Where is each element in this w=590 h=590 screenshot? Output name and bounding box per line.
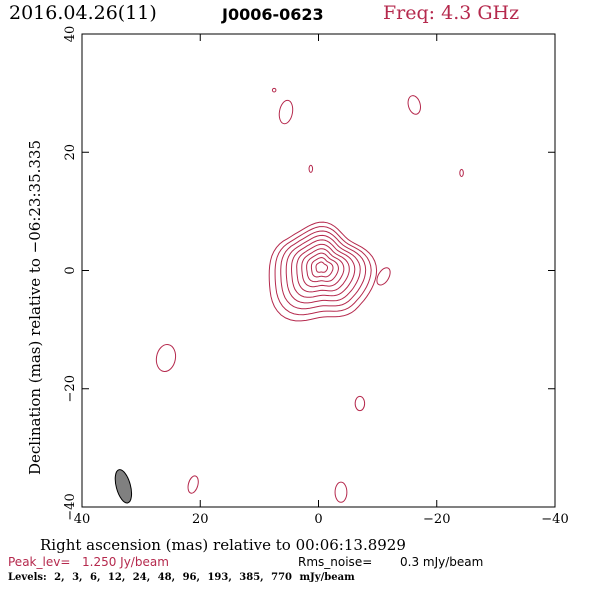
contour-group <box>268 221 378 322</box>
y-axis: −40 −20 0 20 40 <box>63 26 555 521</box>
peak-level-value: 1.250 Jy/beam <box>82 555 169 569</box>
frequency-label: Freq: 4.3 GHz <box>383 2 520 24</box>
noise-island <box>407 95 421 115</box>
x-tick-label: −40 <box>541 512 568 527</box>
x-axis: 40 20 0 −20 −40 <box>74 34 569 527</box>
contour-level-7 <box>285 234 361 304</box>
x-tick-label: 20 <box>192 512 209 527</box>
noise-island <box>271 87 277 93</box>
noise-island <box>155 344 177 372</box>
x-tick-label: 0 <box>314 512 322 527</box>
rms-noise-label: Rms_noise= <box>298 555 373 569</box>
noise-island <box>278 99 294 125</box>
contour-level-8 <box>280 230 367 310</box>
plot-frame <box>81 33 556 508</box>
x-axis-label: Right ascension (mas) relative to 00:06:… <box>40 536 406 554</box>
x-tick-label: −20 <box>423 512 450 527</box>
y-tick-label: 0 <box>63 266 78 274</box>
contour-level-3 <box>306 252 339 283</box>
noise-island <box>308 164 314 173</box>
contour-level-4 <box>301 248 345 288</box>
contour-level-2 <box>310 257 334 278</box>
y-tick-label: −20 <box>63 375 78 402</box>
beam-group <box>114 469 133 504</box>
y-axis-label: Declination (mas) relative to −06:23:35.… <box>26 140 44 475</box>
peak-level-label: Peak_lev= <box>8 555 71 569</box>
contour-level-10 <box>268 221 378 322</box>
contour-levels-text: Levels: 2, 3, 6, 12, 24, 48, 96, 193, 38… <box>8 572 355 583</box>
noise-island <box>459 168 464 177</box>
noise-island <box>187 475 199 494</box>
contour-level-5 <box>296 243 350 293</box>
noise-island <box>354 395 366 412</box>
y-tick-label: 40 <box>63 26 78 43</box>
contour-level-9 <box>274 226 372 316</box>
beam-ellipse <box>114 469 133 504</box>
noise-island <box>334 481 348 503</box>
contour-level-1 <box>315 261 328 273</box>
source-name: J0006-0623 <box>222 5 324 24</box>
y-tick-label: 20 <box>63 144 78 161</box>
y-tick-label: −40 <box>63 493 78 520</box>
x-tick-label: 40 <box>74 512 91 527</box>
noise-island <box>376 267 391 286</box>
rms-noise-value: 0.3 mJy/beam <box>400 555 484 569</box>
noise-island-group <box>155 87 464 503</box>
contour-level-6 <box>291 239 356 298</box>
observation-date: 2016.04.26(11) <box>9 2 157 24</box>
